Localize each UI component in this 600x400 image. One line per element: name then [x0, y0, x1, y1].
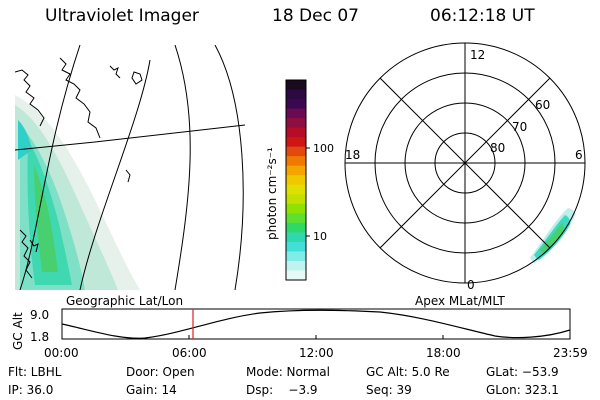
mlat-label-80: 80 [490, 141, 505, 155]
color-scale-band [286, 80, 306, 91]
aurora-emission-polar [530, 208, 577, 266]
timeline-axis-label: GC Alt [11, 312, 25, 350]
time-label: 06:12:18 UT [430, 6, 535, 26]
ip-info: IP: 36.0 [8, 383, 54, 397]
filter-info: Flt: LBHL [8, 365, 62, 379]
altitude-curve [61, 309, 571, 339]
color-scale-band [286, 260, 306, 272]
timeline-tick-1800: 18:00 [426, 346, 461, 360]
mlt-label-12: 12 [470, 48, 485, 62]
color-scale-band [286, 99, 306, 110]
gain-info: Gain: 14 [126, 383, 177, 397]
color-scale-band [286, 194, 306, 205]
color-scale-unit-label: photon cm⁻²s⁻¹ [265, 147, 279, 240]
color-scale-band [286, 156, 306, 167]
gc-alt-info: GC Alt: 5.0 Re [366, 365, 450, 379]
timeline-tick-2359: 23:59 [553, 346, 588, 360]
geographic-map [15, 45, 246, 290]
apex-caption: Apex MLat/MLT [415, 294, 505, 308]
timeline-frame [61, 308, 571, 340]
color-scale-band [286, 137, 306, 148]
polar-grid [344, 42, 586, 284]
glon-info: GLon: 323.1 [486, 383, 559, 397]
color-scale-tick-label-10: 10 [313, 230, 327, 243]
color-scale-frame [285, 79, 307, 281]
dsp-info: Dsp: −3.9 [246, 383, 318, 397]
color-scale-band [286, 184, 306, 195]
mlt-label-6: 6 [575, 148, 583, 162]
mlat-label-60: 60 [535, 98, 550, 112]
seq-info: Seq: 39 [366, 383, 412, 397]
timeline-tick-0000: 00:00 [44, 346, 79, 360]
geographic-caption: Geographic Lat/Lon [66, 294, 183, 308]
color-scale-band [286, 127, 306, 138]
timeline-tick-1200: 12:00 [299, 346, 334, 360]
color-scale-band [286, 89, 306, 100]
timeline-tick-0600: 06:00 [172, 346, 207, 360]
color-scale-band [286, 213, 306, 224]
mode-info: Mode: Normal [246, 365, 330, 379]
color-scale-band [286, 270, 306, 281]
glat-info: GLat: −53.9 [486, 365, 559, 379]
door-info: Door: Open [126, 365, 195, 379]
color-scale-band [286, 241, 306, 253]
color-scale-band [286, 203, 306, 214]
color-scale-band [286, 232, 306, 243]
instrument-title: Ultraviolet Imager [45, 6, 199, 26]
color-scale-band [286, 146, 306, 157]
color-scale-band [286, 251, 306, 262]
polar-map: 12 18 6 0 60 70 80 [344, 42, 586, 292]
mlat-label-70: 70 [512, 120, 527, 134]
mlt-label-0: 0 [467, 278, 475, 292]
timeline-y-bottom: 1.8 [30, 330, 49, 344]
color-scale-bar [286, 80, 306, 281]
color-scale-band [286, 165, 306, 176]
color-scale-band [286, 108, 306, 119]
color-scale-band [286, 222, 306, 233]
altitude-timeline [61, 308, 571, 340]
color-scale-band [286, 175, 306, 186]
graticule [15, 45, 246, 290]
timeline-y-top: 9.0 [30, 308, 49, 322]
color-scale-tick-label-100: 100 [313, 142, 334, 155]
date-label: 18 Dec 07 [272, 6, 359, 26]
aurora-emission-left [15, 95, 140, 290]
color-scale-band [286, 118, 306, 129]
mlt-label-18: 18 [345, 148, 360, 162]
